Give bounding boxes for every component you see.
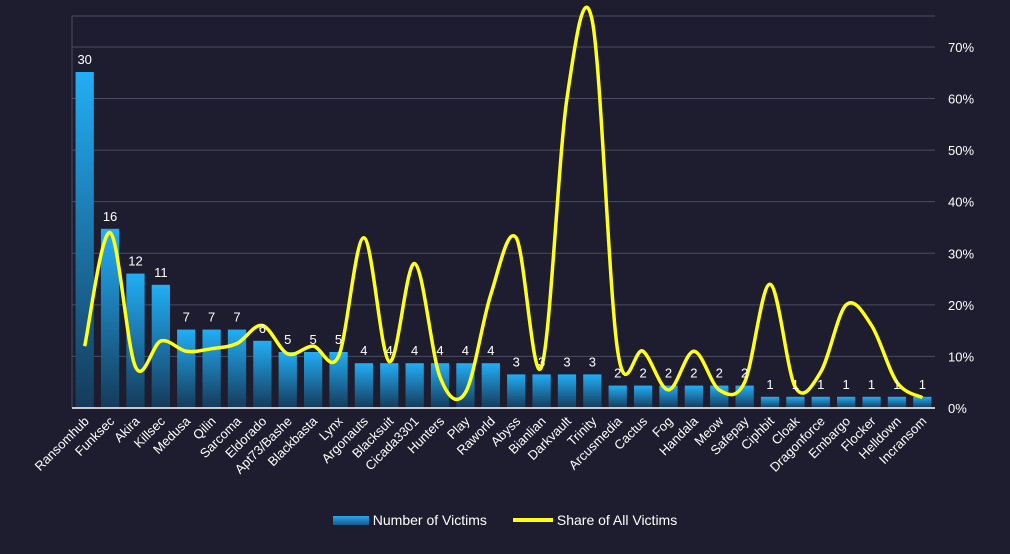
y-tick-label: 70%	[948, 40, 974, 55]
bar-value-label: 4	[487, 343, 494, 358]
bar-blackbasta	[303, 352, 323, 408]
bar-value-label: 30	[77, 52, 91, 67]
y-tick-label: 60%	[948, 92, 974, 107]
bar-value-label: 4	[386, 343, 393, 358]
bar-raworld	[481, 363, 500, 408]
line-series	[82, 5, 924, 402]
bar-value-label: 4	[411, 343, 418, 358]
bar-apt73bashe	[278, 352, 297, 408]
y-tick-label: 30%	[948, 246, 974, 261]
bar-bianlian	[532, 374, 551, 408]
bar-value-label: 5	[310, 332, 317, 347]
bar-killsec	[151, 284, 170, 408]
bar-darkvault	[557, 374, 577, 408]
bar-funksec	[100, 228, 120, 408]
bar-value-label: 7	[183, 310, 190, 325]
y-axis-ticks: 0% 10% 20% 30% 40% 50% 60% 70%	[948, 40, 974, 416]
legend-bar-swatch	[332, 515, 369, 525]
bar-value-label: 4	[462, 343, 469, 358]
bar-value-label: 6	[259, 321, 266, 336]
bar-medusa	[177, 329, 196, 408]
bar-value-label: 5	[284, 332, 291, 347]
bar-value-label: 4	[360, 343, 367, 358]
bar-sarcoma	[227, 329, 247, 408]
y-tick-label: 10%	[948, 349, 974, 364]
bar-value-label: 4	[436, 343, 443, 358]
bar-value-label: 2	[614, 366, 621, 381]
bar-trinity	[583, 374, 602, 408]
bar-value-label: 1	[868, 377, 875, 392]
bar-helldown	[887, 396, 907, 408]
bar-value-label: 1	[893, 377, 900, 392]
y-tick-label: 20%	[948, 298, 974, 313]
legend-item-share[interactable]: Share of All Victims	[512, 512, 678, 528]
bar-value-label: 1	[817, 377, 824, 392]
bar-safepay	[735, 385, 754, 408]
bar-value-label: 2	[690, 366, 697, 381]
bar-argonauts	[354, 363, 374, 408]
bar-value-label: 12	[128, 254, 142, 269]
bar-cactus	[633, 385, 653, 408]
bar-dragonforce	[811, 396, 830, 408]
bar-value-label: 1	[843, 377, 850, 392]
bars	[75, 72, 932, 408]
legend-line-swatch	[512, 518, 553, 522]
bar-hunters	[430, 363, 450, 408]
bar-flocker	[862, 396, 881, 408]
bar-value-label: 7	[233, 310, 240, 325]
bar-cloak	[786, 396, 805, 408]
bar-value-label: 3	[589, 354, 596, 369]
x-axis-ticks: RansomhubFunksecAkiraKillsecMedusaQilinS…	[32, 413, 930, 477]
bar-value-label: 16	[103, 209, 117, 224]
bar-value-label: 2	[716, 366, 723, 381]
bar-fog	[659, 385, 678, 408]
bar-value-label: 1	[792, 377, 799, 392]
bar-arcusmedia	[608, 385, 627, 408]
bar-value-label: 2	[639, 366, 646, 381]
y-tick-label: 40%	[948, 195, 974, 210]
bar-cicada3301	[405, 363, 424, 408]
bar-value-label: 3	[563, 354, 570, 369]
y-tick-label: 50%	[948, 143, 974, 158]
bar-eldorado	[253, 340, 272, 408]
bar-qilin	[202, 329, 221, 408]
bar-value-label: 7	[208, 310, 215, 325]
bar-value-label: 2	[741, 366, 748, 381]
bar-value-label: 3	[538, 354, 545, 369]
legend-bar-label: Number of Victims	[372, 512, 487, 528]
y-tick-label: 0%	[948, 401, 967, 416]
bar-embargo	[837, 396, 856, 408]
bar-abyss	[507, 374, 526, 408]
bar-value-label: 1	[919, 377, 926, 392]
bar-blacksuit	[380, 363, 399, 408]
legend-line-label: Share of All Victims	[556, 512, 678, 528]
bar-ransomhub	[75, 72, 94, 408]
bar-ciphbit	[760, 396, 780, 408]
bar-value-label: 5	[335, 332, 342, 347]
bar-value-label: 3	[513, 354, 520, 369]
bar-value-label: 2	[665, 366, 672, 381]
bar-incransom	[913, 396, 932, 408]
bar-value-label: 11	[154, 265, 168, 280]
legend: Number of Victims Share of All Victims	[0, 512, 1010, 528]
share-line	[82, 5, 924, 402]
legend-item-victims[interactable]: Number of Victims	[332, 512, 487, 528]
bar-akira	[126, 273, 145, 408]
bar-handala	[684, 385, 704, 408]
bar-lynx	[329, 352, 348, 408]
bar-value-label: 1	[766, 377, 773, 392]
